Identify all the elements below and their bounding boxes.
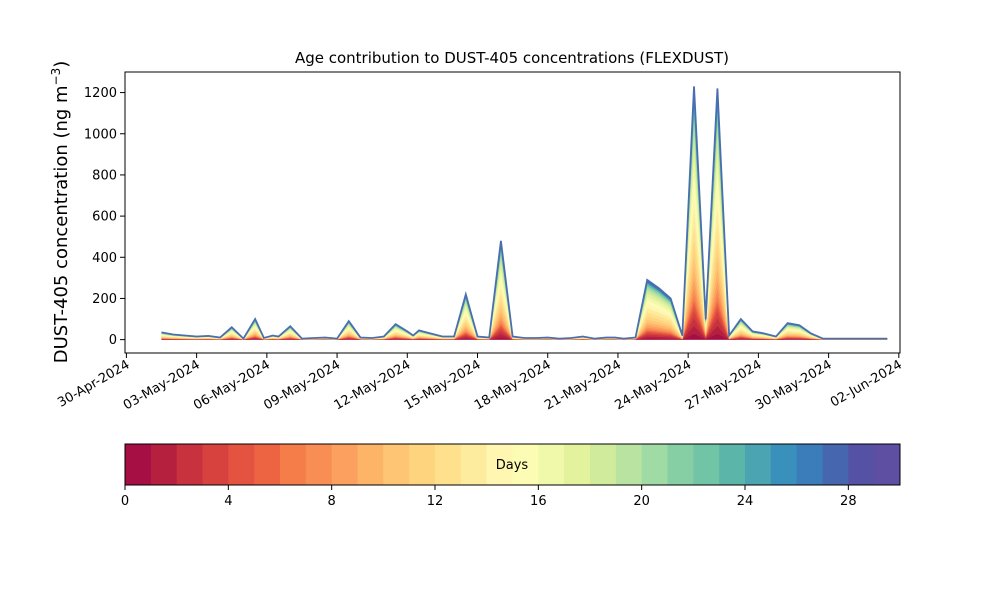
- y-tick-label: 800: [92, 168, 117, 183]
- colorbar-segment: [538, 444, 565, 485]
- age-bin-area-10: [161, 254, 888, 340]
- age-bin-area-9: [161, 267, 888, 340]
- age-bin-area-27: [161, 91, 888, 339]
- age-bin-area-23: [161, 102, 888, 339]
- colorbar-segment: [641, 444, 668, 485]
- colorbar-segment: [770, 444, 798, 485]
- colorbar-tick-label: 16: [530, 494, 547, 509]
- x-tick-label: 15-May-2024: [402, 357, 484, 413]
- colorbar-tick-label: 0: [121, 494, 129, 509]
- colorbar-segment: [564, 444, 591, 485]
- age-bin-area-29: [161, 86, 888, 339]
- age-bin-area-13: [161, 205, 888, 340]
- y-axis-label: DUST-405 concentration (ng m−3): [49, 61, 72, 364]
- colorbar-tick-label: 12: [427, 494, 444, 509]
- colorbar-segment: [357, 444, 384, 485]
- colorbar-segment: [667, 444, 694, 485]
- y-tick-label: 200: [92, 292, 117, 307]
- x-tick-label: 03-May-2024: [121, 357, 203, 413]
- colorbar-segment: [435, 444, 462, 485]
- colorbar-segment: [383, 444, 410, 485]
- x-tick-label: 30-Apr-2024: [55, 357, 132, 410]
- colorbar-tick-label: 20: [633, 494, 650, 509]
- colorbar-segment: [874, 444, 901, 485]
- colorbar-tick-label: 24: [737, 494, 754, 509]
- y-tick-label: 1200: [84, 86, 117, 101]
- colorbar-label: Days: [496, 458, 529, 473]
- colorbar-segment: [460, 444, 488, 485]
- age-bin-area-28: [161, 88, 888, 339]
- age-bin-area-26: [161, 93, 888, 339]
- age-bin-area-14: [161, 187, 888, 340]
- y-tick-label: 400: [92, 251, 117, 266]
- x-tick-label: 21-May-2024: [542, 357, 624, 413]
- colorbar-segment: [150, 444, 178, 485]
- x-tick-label: 18-May-2024: [472, 357, 554, 413]
- colorbar-segment: [305, 444, 333, 485]
- age-bin-area-19: [161, 122, 888, 340]
- colorbar-tick-label: 4: [224, 494, 232, 509]
- colorbar-segment: [512, 444, 539, 485]
- colorbar-segment: [486, 444, 513, 485]
- age-bin-area-21: [161, 110, 888, 340]
- colorbar-segment: [331, 444, 358, 485]
- colorbar-ticks: 0 4 8 12 16 20 24 28: [121, 485, 857, 509]
- age-bin-area-8: [161, 278, 888, 340]
- age-bin-area-11: [161, 239, 888, 340]
- colorbar-segment: [822, 444, 849, 485]
- x-tick-label: 02-Jun-2024: [828, 357, 905, 410]
- age-bin-area-16: [161, 156, 888, 340]
- chart-title: Age contribution to DUST-405 concentrati…: [295, 49, 729, 67]
- age-bin-area-7: [161, 287, 888, 340]
- age-bin-area-20: [161, 115, 888, 340]
- colorbar-segment: [848, 444, 875, 485]
- data-layer: [161, 86, 888, 341]
- x-tick-label: 12-May-2024: [332, 357, 414, 413]
- colorbar-segment: [254, 444, 281, 485]
- colorbar-segment: [719, 444, 746, 485]
- colorbar: [125, 444, 901, 485]
- x-tick-label: 30-May-2024: [753, 357, 835, 413]
- colorbar-segment: [590, 444, 617, 485]
- age-bin-area-24: [161, 99, 888, 339]
- colorbar-segment: [693, 444, 720, 485]
- age-bin-area-22: [161, 105, 888, 339]
- colorbar-segment: [280, 444, 307, 485]
- colorbar-frame: [124, 443, 901, 486]
- y-tick-label: 1000: [84, 127, 117, 142]
- age-bin-area-17: [161, 142, 888, 340]
- colorbar-tick-label: 8: [328, 494, 336, 509]
- age-bin-area-15: [161, 171, 888, 340]
- age-bin-area-18: [161, 131, 888, 340]
- colorbar-segment: [745, 444, 772, 485]
- colorbar-segment: [615, 444, 643, 485]
- x-tick-label: 24-May-2024: [612, 357, 694, 413]
- y-axis-label-exponent: −3: [49, 68, 63, 86]
- colorbar-segment: [409, 444, 436, 485]
- colorbar-segment: [228, 444, 255, 485]
- x-axis: 30-Apr-202403-May-202406-May-202409-May-…: [55, 353, 905, 413]
- colorbar-tick-label: 28: [840, 494, 857, 509]
- colorbar-segment: [796, 444, 823, 485]
- age-bin-area-25: [161, 96, 888, 339]
- x-tick-label: 06-May-2024: [191, 357, 273, 413]
- plot-frame: [124, 71, 901, 354]
- y-tick-label: 0: [109, 333, 117, 348]
- colorbar-segment: [202, 444, 229, 485]
- x-tick-label: 27-May-2024: [683, 357, 765, 413]
- age-bin-area-12: [161, 222, 888, 340]
- colorbar-segment: [176, 444, 203, 485]
- x-tick-label: 09-May-2024: [261, 357, 343, 413]
- colorbar-segment: [125, 444, 152, 485]
- total-concentration-line: [161, 86, 888, 341]
- y-axis: 0 200 400 600 800 1000 1200: [84, 86, 125, 348]
- y-tick-label: 600: [92, 210, 117, 225]
